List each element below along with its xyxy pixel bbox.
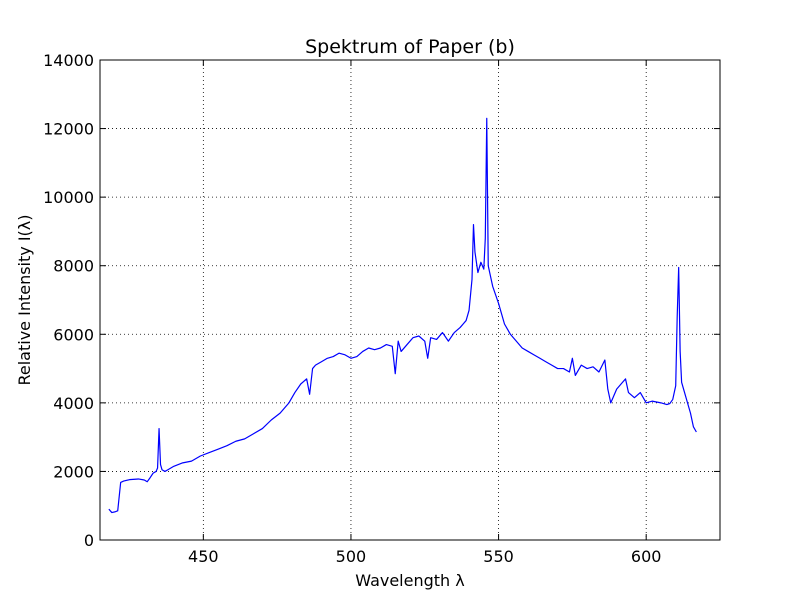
- y-tick-label-0: 0: [84, 531, 94, 550]
- y-tick-label-3: 6000: [53, 325, 94, 344]
- plot-frame: [99, 59, 721, 541]
- y-tick-label-6: 12000: [43, 120, 94, 139]
- series-line-0: [108, 117, 697, 514]
- x-tick-label-3: 600: [631, 547, 662, 566]
- y-tick-label-2: 4000: [53, 394, 94, 413]
- y-tick-label-4: 8000: [53, 257, 94, 276]
- x-axis-label: Wavelength λ: [355, 571, 464, 590]
- chart-title: Spektrum of Paper (b): [305, 36, 515, 58]
- x-tick-label-1: 500: [336, 547, 367, 566]
- series-group: [108, 117, 697, 514]
- y-tick-label-5: 10000: [43, 188, 94, 207]
- axis-ticks: 450 500 550 6000200040006000800010000120001…: [43, 51, 720, 566]
- y-tick-label-1: 2000: [53, 462, 94, 481]
- x-tick-label-0: 450: [188, 547, 219, 566]
- y-tick-label-7: 14000: [43, 51, 94, 70]
- grid-lines: [100, 60, 720, 540]
- x-tick-label-2: 550: [483, 547, 514, 566]
- y-axis-label: Relative Intensity I(λ): [15, 214, 34, 385]
